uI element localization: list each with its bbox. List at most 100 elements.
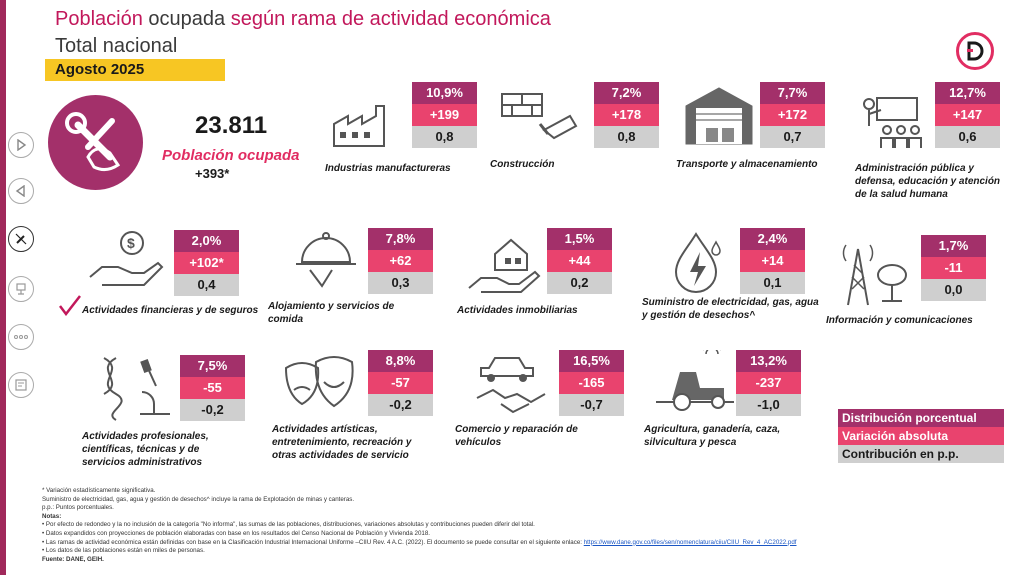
sector-financieras: $ 2,0% +102* 0,4 Actividades financieras… xyxy=(82,225,272,335)
previous-icon xyxy=(15,185,25,197)
sector-abs: -55 xyxy=(180,377,245,399)
sector-abs: +178 xyxy=(594,104,659,126)
tractor-icon xyxy=(656,350,734,411)
sector-con: -1,0 xyxy=(736,394,801,416)
sector-pct: 13,2% xyxy=(736,350,801,372)
sector-abs: -11 xyxy=(921,257,986,279)
sector-pct: 12,7% xyxy=(935,82,1000,104)
sector-name: Actividades artísticas, entretenimiento,… xyxy=(272,424,412,461)
car-handshake-icon xyxy=(476,357,546,414)
left-accent-bar xyxy=(0,0,6,575)
classroom-icon xyxy=(863,97,922,148)
more-options-button[interactable] xyxy=(8,324,34,350)
title-part-2: ocupada xyxy=(142,8,231,30)
sector-name: Actividades profesionales, científicas, … xyxy=(82,431,209,468)
ciiu-link[interactable]: https://www.dane.gov.co/files/sen/nomenc… xyxy=(583,538,797,546)
note-projections: • Datos expandidos con proyecciones de p… xyxy=(42,529,430,537)
sector-abs: +62 xyxy=(368,250,433,272)
sector-abs: -237 xyxy=(736,372,801,394)
food-cloche-icon xyxy=(296,232,356,288)
presenter-icon xyxy=(16,283,26,295)
factory-icon xyxy=(333,105,385,147)
legend-pct: Distribución porcentual xyxy=(838,409,1004,427)
sector-administracion: 12,7% +147 0,6 Administración pública y … xyxy=(855,82,1015,222)
sector-name: Industrias manufactureras xyxy=(325,163,451,174)
title-part-1: Población xyxy=(55,8,143,30)
sector-abs: -165 xyxy=(559,372,624,394)
sector-artisticas: 8,8% -57 -0,2 Actividades artísticas, en… xyxy=(268,350,448,470)
sector-abs: +102* xyxy=(174,252,239,274)
slide-view-icon xyxy=(15,379,27,391)
dna-microscope-icon xyxy=(103,357,170,421)
sector-abs: +147 xyxy=(935,104,1000,126)
house-hand-icon xyxy=(468,238,541,293)
sector-con: -0,2 xyxy=(180,399,245,421)
sector-pct: 7,2% xyxy=(594,82,659,104)
sector-pct: 2,4% xyxy=(740,228,805,250)
sector-name: Comercio y reparación de vehículos xyxy=(455,424,578,448)
play-icon xyxy=(17,139,27,151)
date-badge: Agosto 2025 xyxy=(45,59,225,81)
dane-logo-icon xyxy=(967,41,984,61)
sector-name: Actividades inmobiliarias xyxy=(457,305,578,316)
slides-grid-button[interactable] xyxy=(8,372,34,398)
footnotes: * Variación estadísticamente significati… xyxy=(42,487,1002,564)
sector-pct: 7,7% xyxy=(760,82,825,104)
sector-transporte: 7,7% +172 0,7 Transporte y almacenamient… xyxy=(676,82,836,177)
sector-con: 0,8 xyxy=(594,126,659,148)
sector-con: 0,1 xyxy=(740,272,805,294)
sector-inmobiliarias: 1,5% +44 0,2 Actividades inmobiliarias xyxy=(455,228,630,328)
sector-agricultura: 13,2% -237 -1,0 Agricultura, ganadería, … xyxy=(640,350,820,460)
sector-con: 0,8 xyxy=(412,126,477,148)
sector-pct: 2,0% xyxy=(174,230,239,252)
legend-con: Contribución en p.p. xyxy=(838,445,1004,463)
notes-title: Notas: xyxy=(42,512,62,520)
sector-pct: 1,7% xyxy=(921,235,986,257)
note-ciiu: • Las ramas de actividad económica están… xyxy=(42,539,1002,548)
money-hand-icon: $ xyxy=(89,231,164,286)
note-ciiu-text: • Las ramas de actividad económica están… xyxy=(42,538,584,546)
sector-name: Agricultura, ganadería, caza, silvicultu… xyxy=(644,424,781,448)
footnote-pp: p.p.: Puntos porcentuales. xyxy=(42,504,114,512)
pen-tool-button[interactable] xyxy=(8,226,34,252)
sector-name: Suministro de electricidad, gas, agua y … xyxy=(642,297,819,321)
sector-pct: 7,8% xyxy=(368,228,433,250)
note-rounding: • Por efecto de redondeo y la no inclusi… xyxy=(42,521,535,529)
sector-pct: 8,8% xyxy=(368,350,433,372)
sector-abs: +199 xyxy=(412,104,477,126)
warehouse-icon xyxy=(685,87,753,145)
tools-person-icon xyxy=(48,95,143,190)
title-part-3: según rama de actividad económica xyxy=(230,8,551,30)
page-subtitle: Total nacional xyxy=(55,35,178,57)
sector-name: Construcción xyxy=(490,159,555,170)
antenna-icon xyxy=(842,244,907,306)
sector-con: 0,0 xyxy=(921,279,986,301)
sector-name: Actividades financieras y de seguros xyxy=(82,305,259,316)
sector-profesionales: 7,5% -55 -0,2 Actividades profesionales,… xyxy=(82,350,272,475)
pointer-button[interactable] xyxy=(8,276,34,302)
total-employed-value: 23.811 xyxy=(195,112,268,139)
source: Fuente: DANE, GEIH. xyxy=(42,555,104,563)
svg-text:$: $ xyxy=(127,235,135,251)
sector-name: Alojamiento y servicios de comida xyxy=(268,301,395,325)
page-title: Población ocupada según rama de activida… xyxy=(55,8,551,31)
pen-slash-icon xyxy=(15,233,27,245)
sector-comercio: 16,5% -165 -0,7 Comercio y reparación de… xyxy=(455,350,635,460)
play-button[interactable] xyxy=(8,132,34,158)
sector-pct: 1,5% xyxy=(547,228,612,250)
sector-informacion: 1,7% -11 0,0 Información y comunicacione… xyxy=(826,235,1006,335)
sector-suministro: 2,4% +14 0,1 Suministro de electricidad,… xyxy=(642,228,822,338)
note-thousands: • Los datos de las poblaciones están en … xyxy=(42,547,205,555)
sector-con: -0,7 xyxy=(559,394,624,416)
sector-con: 0,2 xyxy=(547,272,612,294)
footnote-significance: * Variación estadísticamente significati… xyxy=(42,487,156,494)
sector-con: 0,4 xyxy=(174,274,239,296)
total-employed-label: Población ocupada xyxy=(162,147,300,164)
sector-alojamiento: 7,8% +62 0,3 Alojamiento y servicios de … xyxy=(268,228,448,338)
sector-con: 0,7 xyxy=(760,126,825,148)
sector-industria: 10,9% +199 0,8 Industrias manufactureras xyxy=(325,82,480,177)
footnote-suministro: Suministro de electricidad, gas, agua y … xyxy=(42,495,355,503)
previous-button[interactable] xyxy=(8,178,34,204)
checkmark-icon xyxy=(59,295,81,316)
theater-masks-icon xyxy=(284,356,354,408)
